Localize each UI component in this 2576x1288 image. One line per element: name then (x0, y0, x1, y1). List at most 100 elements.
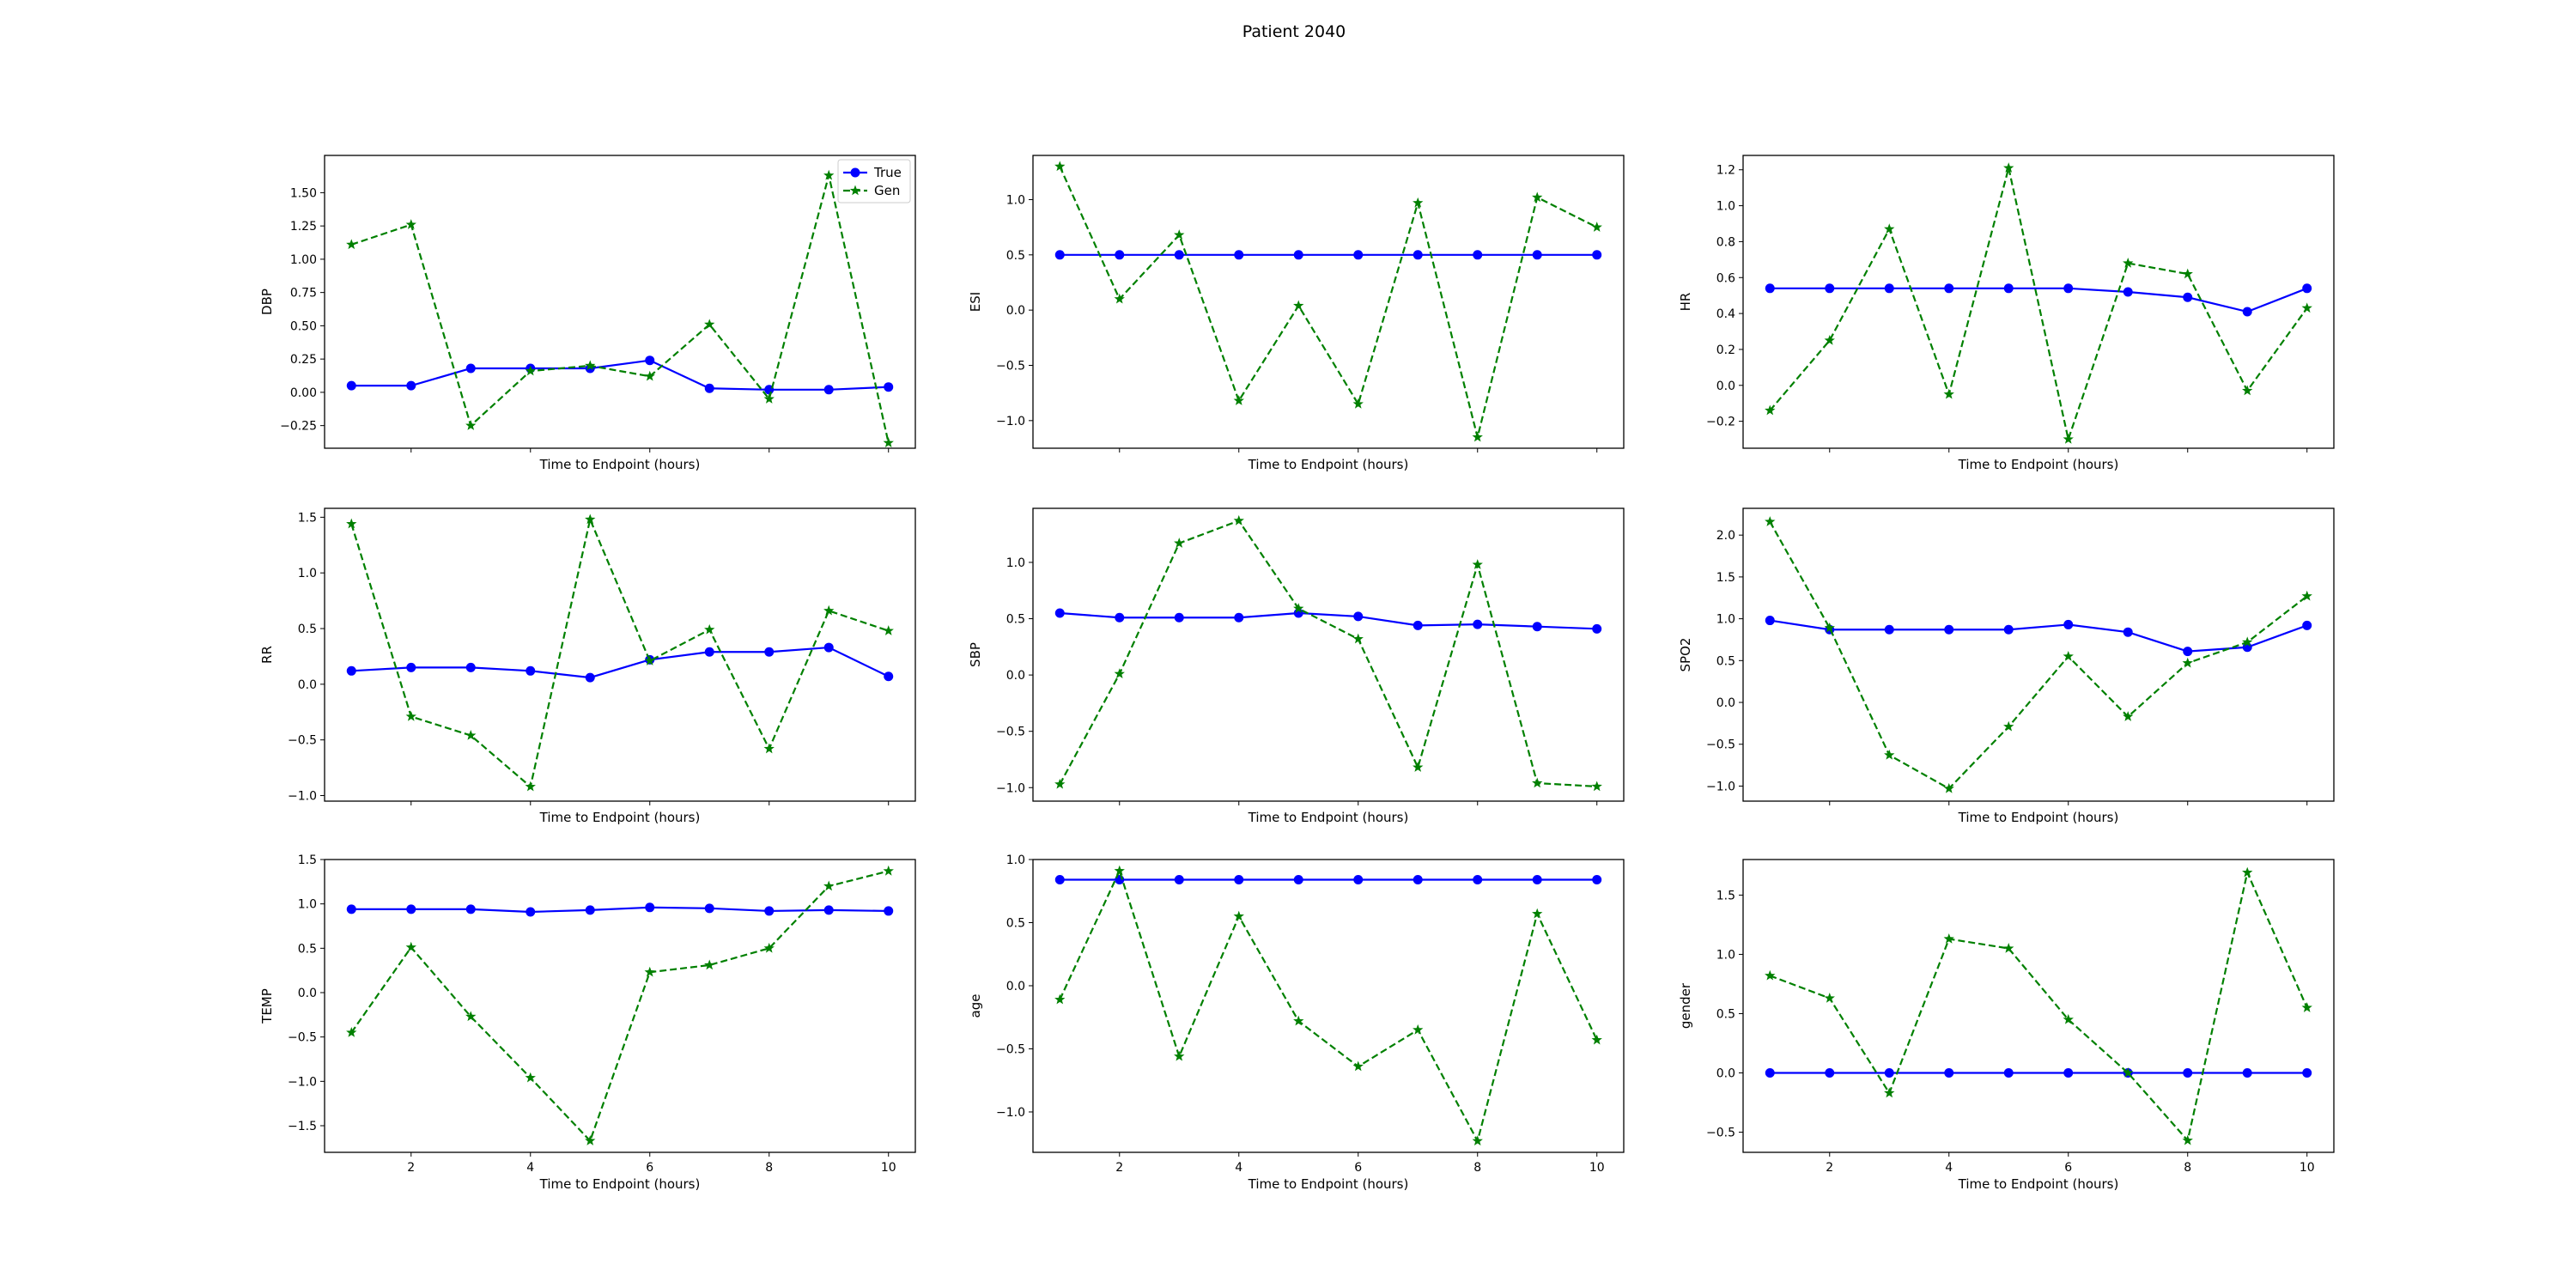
data-point-gen (525, 1072, 536, 1083)
y-tick-label: 0.2 (1716, 343, 1735, 357)
data-point-gen (1054, 778, 1066, 789)
y-tick-label: 0.8 (1716, 235, 1735, 249)
series-line-gen (350, 174, 890, 444)
data-point-true (2003, 1068, 2014, 1078)
data-point-true (585, 672, 595, 683)
data-point-true (1592, 250, 1602, 260)
series-line-gen (1059, 166, 1598, 438)
y-tick-label: −0.5 (996, 359, 1025, 373)
data-point-true (2183, 1068, 2193, 1078)
data-point-gen (1293, 1015, 1304, 1026)
data-point-gen (2182, 268, 2193, 279)
panel-dbp: −0.25 0.00 0.25 0.50 0.75 1.00 1.25 1.50 Time to… (259, 155, 916, 472)
x-tick-label: 8 (1473, 1161, 1481, 1175)
legend-label-true: True (873, 165, 902, 180)
x-tick-label: 4 (1235, 1161, 1242, 1175)
data-point-true (346, 665, 356, 676)
data-point-gen (525, 781, 536, 792)
y-tick-label: 1.0 (1716, 613, 1735, 627)
axes-frame (1742, 859, 2335, 1153)
y-tick-label: 1.0 (298, 567, 317, 580)
data-point-true (526, 907, 536, 917)
series-line-true (351, 646, 890, 679)
y-tick-label: 1.2 (1716, 164, 1735, 178)
data-point-true (1353, 611, 1364, 622)
data-point-gen (1591, 1034, 1602, 1045)
plot-area (1765, 162, 2312, 444)
data-point-true (2123, 287, 2133, 297)
data-point-true (1765, 283, 1775, 294)
data-point-gen (883, 625, 894, 635)
data-point-true (2302, 620, 2312, 630)
data-point-gen (1054, 993, 1066, 1005)
data-point-gen (1943, 933, 1954, 944)
data-point-gen (644, 966, 655, 977)
data-point-gen (346, 518, 357, 529)
data-point-gen (1233, 395, 1244, 405)
data-point-gen (2063, 650, 2074, 661)
data-point-gen (1765, 969, 1776, 981)
y-tick-label: −0.5 (288, 734, 317, 748)
x-axis-label: Time to Endpoint (hours) (539, 457, 701, 472)
series-line-true (351, 359, 889, 391)
x-tick-label: 8 (765, 1161, 773, 1175)
data-point-true (1174, 250, 1184, 260)
subplot-grid: −0.25 0.00 0.25 0.50 0.75 1.00 1.25 1.50 Time to… (259, 155, 2335, 1192)
series-line-true (351, 906, 889, 914)
data-point-true (2183, 647, 2193, 657)
data-point-gen (1413, 197, 1424, 208)
data-point-gen (1174, 538, 1185, 548)
data-point-gen (1352, 633, 1364, 644)
y-axis-label: HR (1678, 293, 1693, 312)
x-tick-label: 4 (1945, 1161, 1953, 1175)
y-tick-label: 1.0 (1006, 193, 1025, 207)
plot-area (1765, 866, 2312, 1145)
data-point-true (1234, 250, 1244, 260)
data-point-gen (346, 1027, 357, 1037)
panel-sbp: −1.0 −0.5 0.0 0.5 1.0 Time to Endpoint (hours… (968, 507, 1625, 825)
x-tick-label: 8 (2184, 1161, 2191, 1175)
plot-area (346, 865, 894, 1145)
data-point-true (585, 905, 595, 915)
data-point-gen (1532, 777, 1543, 788)
legend-marker-gen (849, 185, 861, 196)
data-point-gen (1884, 1087, 1895, 1098)
data-point-gen (2242, 866, 2253, 878)
y-tick-label: 1.50 (290, 186, 317, 200)
data-point-true (2003, 283, 2014, 294)
data-point-gen (1352, 1060, 1364, 1072)
y-tick-label: −1.0 (288, 1075, 317, 1089)
plot-area (1765, 516, 2312, 793)
series-line-gen (1769, 521, 2308, 790)
y-tick-label: −1.5 (288, 1120, 317, 1133)
data-point-gen (763, 743, 775, 754)
data-point-gen (644, 370, 655, 381)
data-point-gen (823, 169, 835, 180)
data-point-gen (763, 393, 775, 404)
data-point-true (1473, 875, 1483, 885)
series-line-true (1770, 287, 2308, 313)
y-tick-label: 0.0 (298, 678, 317, 692)
x-axis-label: Time to Endpoint (hours) (1248, 457, 1409, 472)
data-point-gen (1943, 782, 1954, 793)
x-tick-label: 2 (1115, 1161, 1123, 1175)
data-point-gen (1233, 910, 1244, 921)
data-point-true (1592, 875, 1602, 885)
data-point-gen (1054, 161, 1066, 172)
data-point-gen (585, 360, 596, 371)
data-point-true (1825, 283, 1835, 294)
x-axis-label: Time to Endpoint (hours) (1958, 1176, 2119, 1192)
y-axis-label: SPO2 (1678, 638, 1693, 672)
x-axis-label: Time to Endpoint (hours) (1958, 810, 2119, 825)
data-point-true (704, 383, 714, 393)
y-tick-label: −1.0 (1706, 780, 1735, 793)
data-point-gen (2003, 943, 2014, 953)
data-point-gen (2003, 162, 2014, 173)
data-point-true (764, 906, 775, 916)
data-point-gen (823, 605, 835, 616)
panel-rr: −1.0 −0.5 0.0 0.5 1.0 1.5 Time to Endpoint (ho… (259, 507, 916, 825)
data-point-gen (763, 942, 775, 953)
figure-title: Patient 2040 (1242, 22, 1346, 41)
data-point-true (1413, 620, 1423, 630)
